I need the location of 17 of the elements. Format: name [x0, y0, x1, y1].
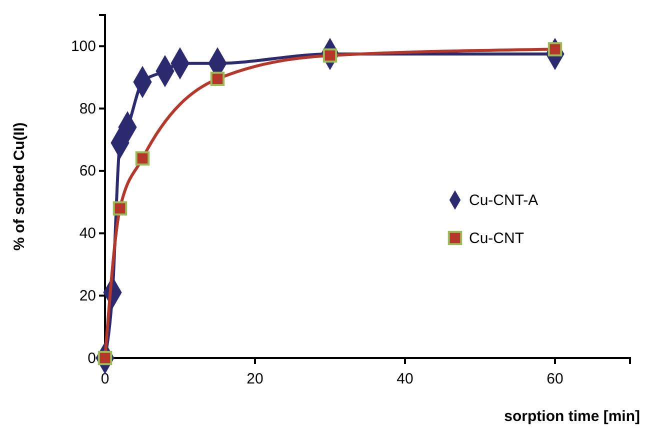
y-axis-title: % of sorbed Cu(II): [11, 122, 28, 251]
point: [135, 151, 150, 166]
point: [112, 201, 128, 216]
legend-label: Cu-CNT-A: [469, 192, 538, 209]
y-tick-label: 60: [79, 162, 96, 180]
x-tick-label: 40: [396, 370, 414, 388]
y-tick-label: 20: [79, 287, 96, 304]
x-tick-label: 20: [246, 370, 264, 388]
point: [210, 72, 225, 86]
x-axis-title: sorption time [min]: [504, 408, 640, 425]
y-tick-label: 40: [79, 225, 96, 242]
x-tick-label: 0: [100, 370, 110, 388]
y-tick-label: 80: [79, 100, 96, 118]
y-tick-label: 100: [70, 38, 96, 55]
x-tick-label: 60: [546, 370, 564, 388]
legend-label: Cu-CNT: [469, 230, 524, 247]
y-tick-label: 0: [88, 350, 96, 367]
